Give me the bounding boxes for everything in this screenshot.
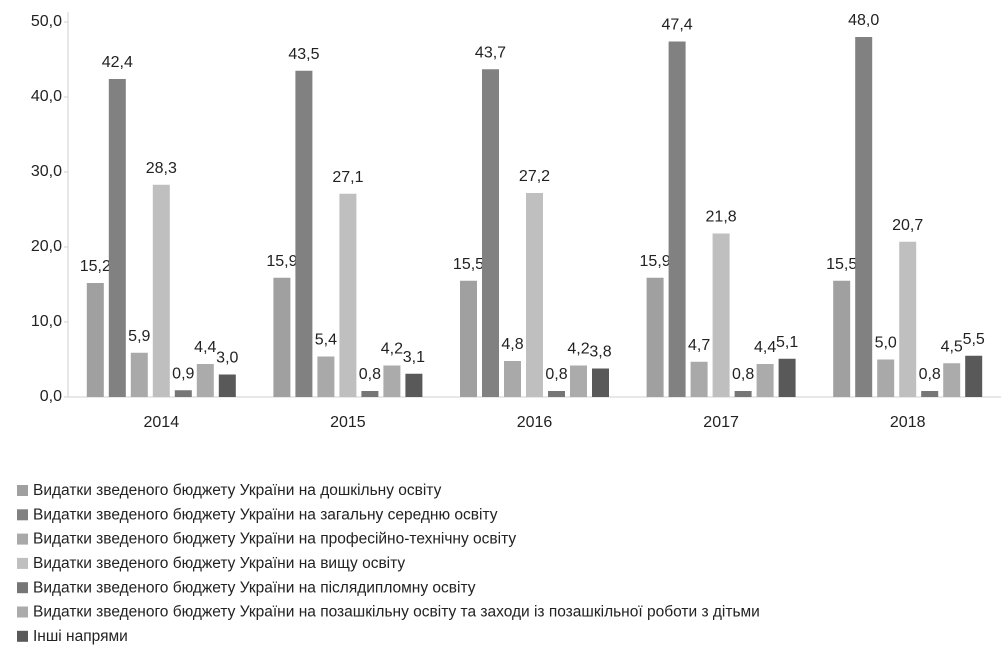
legend-swatch bbox=[17, 630, 28, 642]
value-label: 4,4 bbox=[754, 339, 776, 356]
value-label: 4,2 bbox=[381, 341, 403, 358]
bar bbox=[460, 280, 477, 397]
y-tick-label: 50,0 bbox=[31, 13, 62, 30]
bar bbox=[130, 352, 148, 397]
value-label: 42,4 bbox=[102, 54, 133, 71]
bar bbox=[943, 363, 961, 397]
value-label: 3,0 bbox=[216, 350, 238, 367]
bar bbox=[339, 193, 357, 397]
bar bbox=[877, 359, 895, 397]
bar bbox=[273, 277, 291, 397]
value-label: 43,5 bbox=[288, 46, 319, 63]
bar bbox=[383, 365, 401, 397]
value-label: 4,8 bbox=[501, 336, 523, 353]
bar bbox=[295, 70, 313, 397]
legend-swatch bbox=[17, 557, 28, 569]
legend-swatch bbox=[17, 485, 28, 496]
legend-label: Видатки зведеного бюджету України на заг… bbox=[33, 506, 498, 523]
x-tick-label: 2016 bbox=[517, 414, 553, 431]
value-label: 0,8 bbox=[359, 366, 381, 383]
bar bbox=[899, 241, 917, 397]
x-tick-label: 2018 bbox=[890, 414, 926, 431]
value-label: 27,1 bbox=[332, 169, 363, 186]
x-tick-label: 2015 bbox=[330, 414, 366, 431]
legend-label: Видатки зведеного бюджету України на про… bbox=[33, 531, 516, 548]
bar bbox=[526, 193, 543, 397]
legend-label: Видатки зведеного бюджету України на дош… bbox=[33, 482, 442, 499]
legend-swatch bbox=[17, 582, 28, 594]
legend-label: Інші напрями bbox=[33, 628, 128, 645]
value-label: 15,5 bbox=[826, 256, 857, 273]
value-label: 20,7 bbox=[892, 217, 923, 234]
y-tick-label: 30,0 bbox=[31, 163, 62, 180]
value-label: 0,8 bbox=[919, 366, 941, 383]
bar bbox=[570, 365, 587, 397]
value-label: 47,4 bbox=[662, 17, 693, 34]
bar bbox=[646, 277, 664, 397]
value-label: 0,8 bbox=[545, 366, 567, 383]
value-label: 15,9 bbox=[640, 253, 671, 270]
value-label: 5,1 bbox=[776, 334, 798, 351]
legend-label: Видатки зведеного бюджету України на вищ… bbox=[33, 555, 405, 572]
bar bbox=[108, 79, 126, 397]
bar bbox=[152, 184, 170, 397]
y-tick-label: 0,0 bbox=[40, 388, 62, 405]
bar bbox=[361, 391, 379, 397]
bar bbox=[174, 390, 192, 397]
value-label: 0,9 bbox=[172, 365, 194, 382]
bar bbox=[405, 373, 423, 397]
bar bbox=[668, 41, 686, 397]
y-tick-label: 40,0 bbox=[31, 88, 62, 105]
legend-label: Видатки зведеного бюджету України на піс… bbox=[33, 579, 476, 596]
value-label: 28,3 bbox=[146, 160, 177, 177]
bar bbox=[778, 358, 796, 397]
value-label: 3,1 bbox=[403, 349, 425, 366]
bar bbox=[712, 233, 730, 397]
bar bbox=[833, 280, 851, 397]
value-label: 4,2 bbox=[567, 341, 589, 358]
legend-swatch bbox=[17, 606, 28, 618]
value-label: 0,8 bbox=[732, 366, 754, 383]
value-label: 4,4 bbox=[194, 339, 216, 356]
bar bbox=[855, 37, 873, 397]
value-label: 15,5 bbox=[453, 256, 484, 273]
value-label: 5,5 bbox=[963, 331, 985, 348]
bar bbox=[218, 374, 236, 397]
value-label: 4,7 bbox=[688, 337, 710, 354]
bar bbox=[756, 364, 774, 397]
x-tick-label: 2014 bbox=[144, 414, 180, 431]
value-label: 5,4 bbox=[315, 332, 337, 349]
bar bbox=[921, 391, 939, 397]
bar bbox=[196, 364, 214, 397]
y-tick-label: 20,0 bbox=[31, 238, 62, 255]
value-label: 5,0 bbox=[875, 335, 897, 352]
legend-swatch bbox=[17, 533, 28, 545]
bar bbox=[592, 368, 609, 397]
value-label: 15,2 bbox=[80, 258, 111, 275]
value-label: 5,9 bbox=[128, 328, 150, 345]
bar bbox=[317, 356, 335, 397]
x-tick-label: 2017 bbox=[703, 414, 739, 431]
value-label: 3,8 bbox=[589, 344, 611, 361]
legend-label: Видатки зведеного бюджету України на поз… bbox=[33, 604, 760, 621]
bar bbox=[690, 361, 708, 397]
value-label: 4,5 bbox=[941, 338, 963, 355]
bar bbox=[482, 69, 499, 397]
value-label: 15,9 bbox=[266, 253, 297, 270]
y-tick-label: 10,0 bbox=[31, 313, 62, 330]
value-label: 43,7 bbox=[475, 44, 506, 61]
value-label: 21,8 bbox=[706, 209, 737, 226]
legend-swatch bbox=[17, 509, 28, 521]
bar bbox=[965, 355, 983, 397]
bar bbox=[86, 283, 104, 397]
bar bbox=[504, 361, 521, 397]
bar bbox=[734, 391, 752, 397]
bar bbox=[548, 391, 565, 397]
value-label: 48,0 bbox=[848, 12, 879, 29]
value-label: 27,2 bbox=[519, 168, 550, 185]
